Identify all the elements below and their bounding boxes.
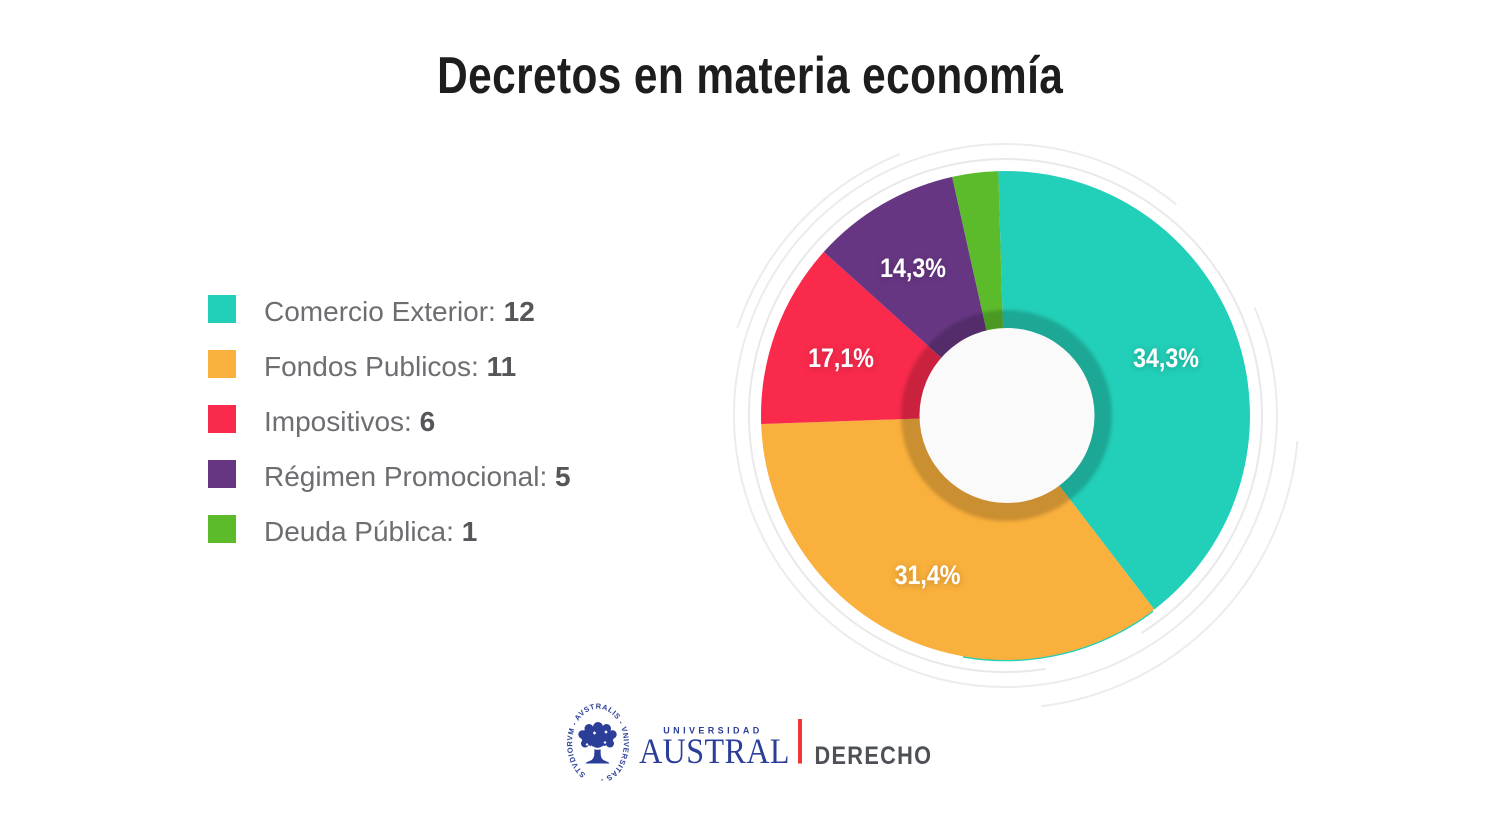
svg-text:AUSTRAL: AUSTRAL <box>639 732 790 771</box>
svg-text:DERECHO: DERECHO <box>815 742 933 770</box>
svg-text:34,3%: 34,3% <box>1133 343 1199 373</box>
svg-text:14,3%: 14,3% <box>880 253 946 283</box>
svg-text:17,1%: 17,1% <box>808 343 874 373</box>
svg-text:31,4%: 31,4% <box>895 560 961 590</box>
svg-text:UNIVERSIDAD: UNIVERSIDAD <box>663 726 762 736</box>
